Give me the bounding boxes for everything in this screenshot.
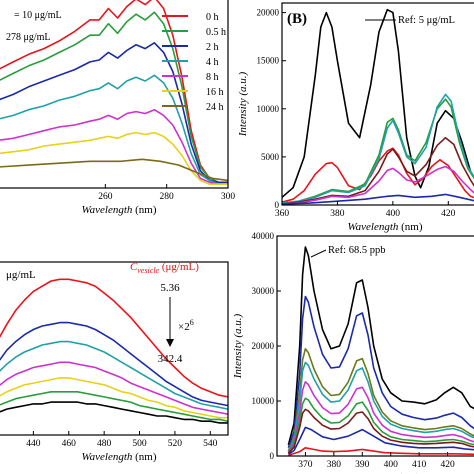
panel-d: 370 380 390 400 410 420 0 10000 20000 30000 40000 W… — [232, 231, 474, 474]
series-line-b-5 — [281, 165, 474, 205]
y-tick-label: 0 — [270, 451, 275, 461]
x-axis-label: Wavelength (nm) — [81, 204, 156, 216]
series-line-d-2 — [287, 348, 474, 451]
y-tick-label: 30000 — [252, 286, 275, 296]
annotation-text: Ref: 5 μg/mL — [398, 15, 455, 26]
x-axis-label: Wavelength (nm) — [347, 221, 422, 233]
annotation-leader — [310, 249, 327, 258]
x-tick-label: 400 — [386, 209, 401, 219]
plot-frame — [276, 235, 474, 457]
x-tick-label: 400 — [384, 460, 399, 470]
x-tick-label: 380 — [327, 460, 342, 470]
x-axis-label: Wavelength (nm) — [81, 451, 156, 463]
annotation-text: Cvesicle (μg/mL) — [130, 261, 199, 275]
annotation-text: 5.36 — [160, 282, 180, 294]
legend-label: 8 h — [206, 72, 219, 83]
series-line-b-4 — [281, 136, 474, 205]
series-line-c-0 — [0, 278, 229, 398]
x-tick-label: 380 — [330, 209, 345, 219]
plot-frame — [0, 0, 229, 189]
series-line-d-6 — [287, 408, 474, 454]
x-tick-label: 300 — [221, 192, 236, 202]
legend-label: 24 h — [206, 102, 224, 113]
series-line-a-6 — [0, 158, 229, 182]
x-tick-label: 370 — [298, 460, 313, 470]
legend-label: 2 h — [206, 42, 219, 53]
series-line-d-0 — [287, 246, 474, 446]
series-line-c-6 — [0, 401, 228, 424]
x-tick-label: 440 — [26, 439, 41, 449]
series-line-d-7 — [287, 426, 474, 456]
series-line-d-8 — [288, 447, 474, 457]
series-line-c-3 — [0, 361, 229, 415]
series-line-b-6 — [281, 193, 474, 205]
series-line-a-3 — [0, 74, 228, 185]
annotation-arrow-head — [166, 339, 174, 347]
x-tick-label: 410 — [412, 460, 427, 470]
series-line-a-1 — [0, 11, 228, 184]
y-tick-label: 5000 — [261, 152, 280, 162]
annotation-text: Ref: 68.5 ppb — [328, 245, 385, 256]
legend-label: 0.5 h — [206, 27, 226, 38]
x-tick-label: 260 — [98, 192, 113, 202]
series-line-d-1 — [287, 295, 474, 449]
series-line-d-3 — [287, 361, 474, 452]
x-tick-label: 460 — [62, 439, 77, 449]
series-line-a-0 — [0, 0, 228, 184]
series-line-b-1 — [281, 147, 474, 203]
x-tick-label: 360 — [275, 209, 290, 219]
x-tick-label: 480 — [97, 439, 112, 449]
series-line-d-5 — [287, 397, 474, 454]
y-axis-label: Intensity (a.u.) — [237, 71, 249, 137]
annotation-text: = 10 μg/mL — [14, 10, 62, 21]
series-line-b-0 — [281, 8, 474, 198]
series-line-c-5 — [0, 391, 229, 422]
y-tick-label: 20000 — [252, 341, 275, 351]
y-axis-label: Intensity (a.u.) — [232, 313, 244, 379]
x-tick-label: 390 — [355, 460, 370, 470]
y-tick-label: 40000 — [252, 231, 275, 241]
y-tick-label: 20000 — [257, 8, 280, 18]
y-tick-label: 0 — [275, 200, 280, 210]
series-line-a-2 — [0, 42, 228, 184]
panel-label: (B) — [287, 11, 307, 27]
y-tick-label: 15000 — [257, 56, 280, 66]
x-tick-label: 500 — [132, 439, 147, 449]
plot-frame — [281, 2, 474, 206]
x-tick-label: 540 — [203, 439, 218, 449]
x-tick-label: 420 — [440, 460, 455, 470]
panel-a: 260 280 300 Wavelength (nm) = 10 μg/mL 278 μg… — [0, 0, 235, 216]
x-axis-label: Wavelength (nm) — [345, 472, 420, 474]
annotation-text: 342.4 — [158, 353, 183, 365]
panel-c: 440 460 480 500 520 540 Wavelength (nm) μg/mL Cv… — [0, 261, 229, 463]
series-line-a-5 — [0, 131, 228, 185]
series-line-a-4 — [0, 108, 228, 185]
series-line-c-2 — [0, 340, 229, 410]
series-line-c-4 — [0, 377, 228, 419]
x-tick-label: 520 — [168, 439, 183, 449]
series-line-d-4 — [287, 381, 474, 453]
x-tick-label: 280 — [160, 192, 175, 202]
y-tick-label: 10000 — [257, 104, 280, 114]
annotation-text: ×26 — [178, 318, 194, 333]
series-line-c-1 — [0, 321, 229, 407]
annotation-text: 278 μg/mL — [6, 32, 51, 43]
x-tick-label: 420 — [441, 209, 456, 219]
annotation-text: μg/mL — [6, 269, 36, 281]
plot-frame — [0, 261, 229, 436]
legend-label: 16 h — [206, 87, 224, 98]
legend-label: 0 h — [206, 12, 219, 23]
y-tick-label: 10000 — [252, 396, 275, 406]
series-line-b-2 — [281, 98, 474, 204]
panel-b: 360 380 400 420 0 5000 10000 15000 20000 Waveleng… — [237, 2, 474, 233]
series-line-b-3 — [281, 93, 474, 204]
legend-label: 4 h — [206, 57, 219, 68]
